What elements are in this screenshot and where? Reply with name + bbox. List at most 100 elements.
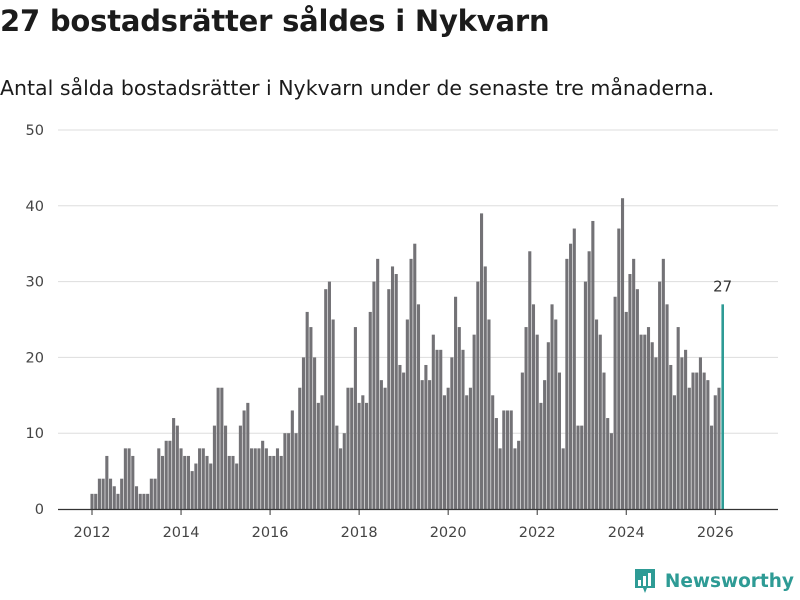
highlight-bar: [721, 304, 724, 509]
bar: [639, 334, 643, 509]
bar: [294, 433, 298, 509]
bar: [127, 448, 131, 509]
bar: [457, 327, 461, 509]
bar: [646, 327, 651, 509]
bar: [442, 395, 446, 509]
bar: [183, 455, 187, 509]
y-tick-label: 0: [35, 502, 44, 518]
bar: [513, 448, 517, 509]
bar: [695, 372, 699, 509]
bar: [190, 471, 194, 509]
bar: [90, 493, 94, 509]
bar: [602, 372, 606, 509]
bar: [628, 274, 632, 509]
bar: [357, 402, 361, 509]
x-tick-label: 2024: [608, 525, 645, 541]
bar: [153, 478, 157, 509]
bar: [238, 425, 242, 509]
bar: [198, 448, 202, 509]
bar: [383, 387, 387, 509]
bar: [372, 281, 376, 509]
bar: [402, 372, 406, 509]
bar: [249, 448, 254, 509]
bar: [416, 304, 421, 509]
x-tick-label: 2014: [163, 525, 200, 541]
bar: [342, 433, 346, 509]
bar: [691, 372, 695, 509]
bar: [216, 387, 220, 509]
brand-name: Newsworthy: [664, 570, 794, 592]
bar: [149, 478, 153, 509]
bar: [435, 349, 439, 509]
data-labels: 27: [713, 277, 732, 295]
bar: [468, 387, 472, 509]
bar: [684, 349, 688, 509]
y-axis-ticks: 0 10 20 30 40 50: [26, 123, 44, 518]
bar: [116, 493, 120, 509]
bar: [450, 357, 454, 509]
x-tick-label: 2022: [519, 525, 556, 541]
bar: [595, 319, 599, 509]
bar: [131, 455, 135, 509]
bar: [261, 440, 265, 509]
bar: [316, 402, 320, 509]
bar: [409, 258, 413, 509]
bar: [672, 395, 677, 509]
bar: [283, 433, 287, 509]
bar: [235, 463, 239, 509]
bar: [413, 243, 417, 509]
bar: [535, 334, 539, 509]
bar: [491, 395, 495, 509]
bar: [583, 281, 587, 509]
bar: [580, 425, 584, 509]
bar: [313, 357, 317, 509]
bar: [658, 281, 662, 509]
bar: [301, 357, 306, 509]
bar: [643, 334, 647, 509]
x-tick-label: 2016: [252, 525, 289, 541]
bar: [654, 357, 658, 509]
bar: [476, 281, 480, 509]
bar: [175, 425, 179, 509]
bar: [587, 251, 591, 509]
bar: [498, 448, 502, 509]
bar: [253, 448, 257, 509]
bar: [164, 440, 168, 509]
bar: [480, 213, 484, 509]
bar: [524, 327, 528, 509]
bar: [194, 463, 198, 509]
bar: [613, 296, 617, 509]
bar: [146, 493, 150, 509]
bar: [624, 311, 628, 509]
bar: [669, 364, 673, 509]
bar: [509, 410, 513, 509]
bar: [109, 478, 113, 509]
y-tick-label: 30: [26, 275, 44, 291]
bar: [405, 319, 409, 509]
bar: [576, 425, 580, 509]
bar: [186, 455, 191, 509]
bar: [398, 364, 402, 509]
bar: [539, 402, 543, 509]
bar: [598, 334, 602, 509]
bar: [376, 258, 380, 509]
x-tick-label: 2012: [74, 525, 111, 541]
bar: [531, 304, 536, 509]
y-tick-label: 40: [26, 199, 44, 215]
bar: [112, 486, 116, 509]
bar: [220, 387, 224, 509]
bar: [205, 455, 209, 509]
bar: [242, 410, 246, 509]
bar: [201, 448, 205, 509]
bar: [554, 319, 558, 509]
bar: [364, 402, 369, 509]
newsworthy-logo-icon: [634, 569, 655, 593]
bar: [350, 387, 354, 509]
bar: [287, 433, 291, 509]
bar: [428, 380, 432, 509]
bar: [346, 387, 350, 509]
bar: [483, 266, 487, 509]
x-axis-ticks: 2012 2014 2016 2018 2020 2022 2024 2026: [74, 509, 734, 541]
bar: [431, 334, 435, 509]
bar: [264, 448, 268, 509]
